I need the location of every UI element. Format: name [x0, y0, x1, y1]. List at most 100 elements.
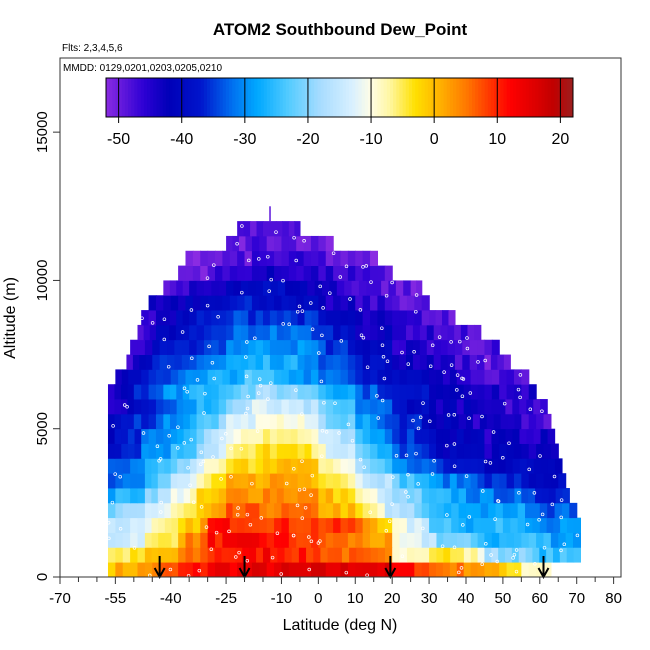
observation-point	[113, 472, 117, 476]
colorbar-segment	[320, 78, 325, 117]
colorbar-segment	[225, 78, 230, 117]
heatmap-cell	[218, 339, 227, 355]
heatmap-cell	[454, 324, 462, 341]
observation-point	[559, 548, 563, 553]
heatmap-cell	[528, 532, 537, 548]
heatmap-cell	[370, 250, 379, 266]
heatmap-cell	[421, 488, 430, 504]
heatmap-cell	[218, 310, 227, 326]
heatmap-cell	[421, 399, 430, 415]
heatmap-cell	[414, 413, 423, 430]
heatmap-cell	[283, 488, 292, 504]
observation-point	[380, 343, 385, 347]
heatmap-cell	[281, 517, 290, 533]
observation-point	[176, 425, 180, 429]
heatmap-cell	[458, 517, 467, 533]
heatmap-cell	[222, 265, 231, 281]
heatmap-cell	[291, 547, 300, 563]
heatmap-cell	[196, 413, 205, 430]
heatmap-cell	[290, 488, 299, 504]
observation-point	[484, 542, 488, 546]
heatmap-cell	[304, 384, 313, 400]
heatmap-cell	[266, 562, 275, 578]
heatmap-cell	[362, 532, 371, 548]
observation-point	[338, 275, 343, 279]
heatmap-cell	[266, 502, 275, 519]
heatmap-cell	[355, 324, 364, 341]
heatmap-cell	[196, 280, 205, 296]
heatmap-cell	[477, 339, 486, 355]
observation-point	[364, 264, 369, 268]
heatmap-cell	[388, 280, 397, 296]
heatmap-cell	[370, 324, 379, 341]
heatmap-cell	[121, 369, 129, 385]
heatmap-cell	[318, 295, 327, 311]
heatmap-cell	[170, 473, 178, 489]
heatmap-cell	[296, 562, 305, 578]
observation-point	[310, 327, 315, 331]
colorbar-segment	[273, 78, 277, 117]
colorbar-segment	[219, 78, 224, 117]
colorbar-segment	[156, 78, 161, 117]
heatmap-cell	[221, 547, 229, 563]
observation-point	[445, 443, 449, 448]
heatmap-cell	[248, 473, 257, 489]
heatmap-cell	[218, 428, 227, 444]
x-tick-label: 70	[568, 590, 585, 607]
heatmap-cell	[392, 339, 400, 355]
heatmap-cell	[229, 532, 238, 548]
heatmap-cell	[340, 339, 349, 355]
observation-point	[460, 394, 465, 398]
heatmap-cell	[181, 339, 190, 355]
heatmap-cell	[192, 295, 201, 311]
heatmap-cell	[340, 354, 349, 370]
heatmap-cell	[325, 413, 334, 430]
colorbar-segment	[140, 78, 145, 117]
observation-point	[118, 527, 123, 531]
colorbar-segment	[210, 78, 214, 117]
observation-point	[414, 309, 418, 314]
observation-point	[320, 429, 325, 433]
colorbar-segment	[188, 78, 192, 117]
heatmap-cell	[451, 488, 460, 504]
observation-point	[350, 438, 355, 443]
heatmap-cell	[211, 488, 220, 504]
observation-point	[437, 335, 442, 339]
heatmap-cell	[288, 221, 295, 237]
colorbar-tick-label: 20	[551, 131, 569, 148]
heatmap-cell	[370, 502, 379, 519]
heatmap-cell	[141, 413, 150, 430]
heatmap-cell	[325, 310, 334, 326]
heatmap-cell	[429, 443, 437, 459]
heatmap-cell	[377, 265, 386, 281]
colorbar-segment	[465, 78, 470, 117]
heatmap-cell	[288, 235, 297, 252]
heatmap-cell	[255, 458, 264, 474]
heatmap-cell	[414, 428, 423, 444]
heatmap-cell	[233, 443, 242, 459]
colorbar-segment	[427, 78, 432, 117]
heatmap-cell	[333, 428, 342, 444]
observation-point	[297, 487, 302, 492]
heatmap-cell	[134, 428, 142, 444]
heatmap-cell	[442, 310, 450, 326]
heatmap-cell	[573, 517, 581, 533]
heatmap-cell	[107, 428, 116, 444]
heatmap-cell	[226, 502, 234, 519]
observation-point	[359, 333, 364, 337]
observation-point	[358, 308, 363, 312]
heatmap-cell	[259, 295, 268, 311]
heatmap-cell	[467, 324, 475, 341]
heatmap-cell	[122, 458, 131, 474]
colorbar-segment	[481, 78, 486, 117]
heatmap-cell	[177, 488, 185, 504]
heatmap-cell	[276, 354, 285, 370]
heatmap-cell	[484, 547, 492, 563]
heatmap-cell	[347, 517, 356, 533]
observation-point	[303, 505, 308, 510]
heatmap-cell	[399, 324, 407, 341]
heatmap-cell	[442, 443, 451, 459]
heatmap-cell	[377, 517, 386, 533]
heatmap-cell	[340, 413, 349, 430]
